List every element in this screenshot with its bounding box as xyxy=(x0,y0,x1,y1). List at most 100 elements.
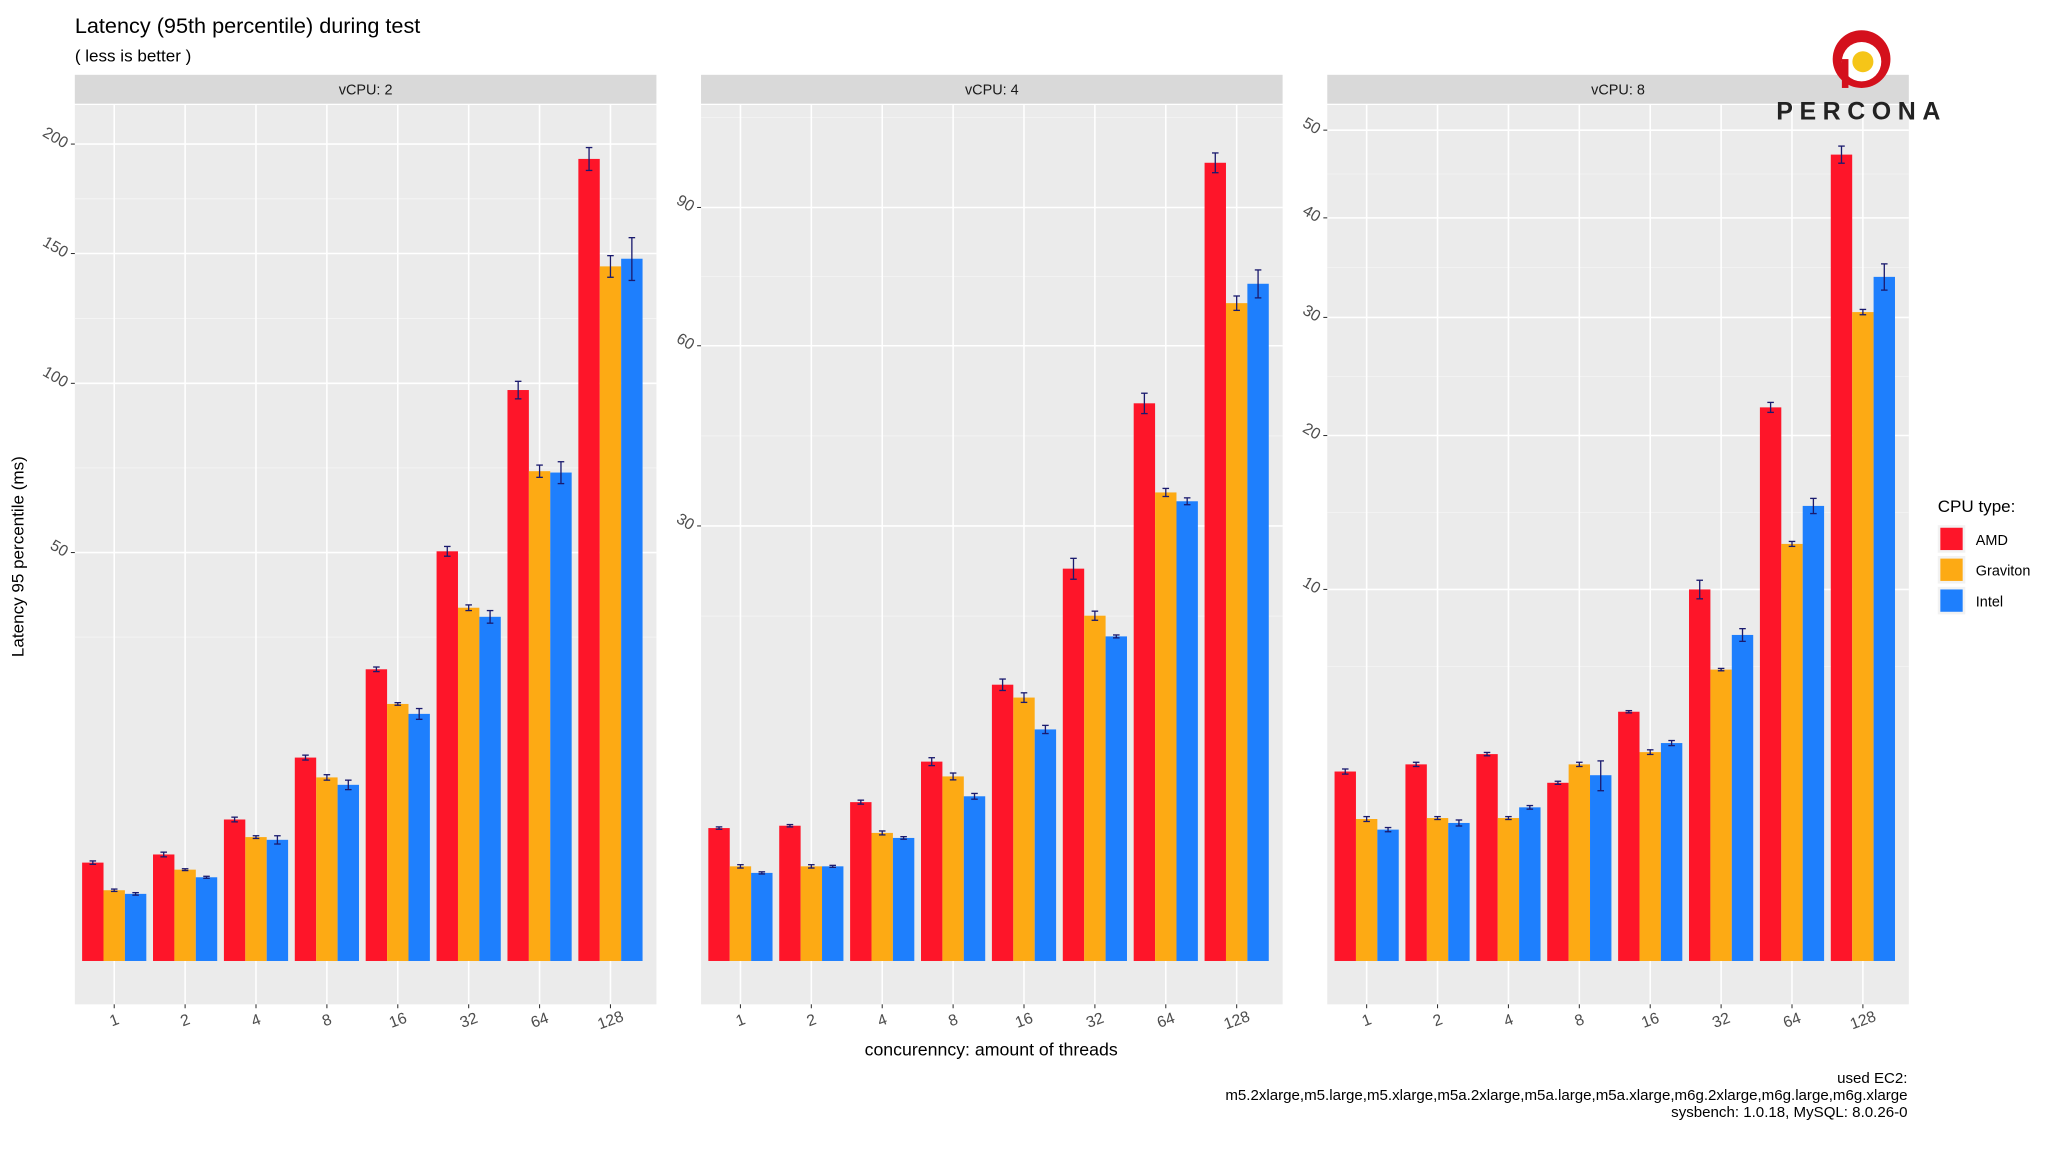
error-bar-graviton-2 xyxy=(808,864,815,869)
x-tick-label: 32 xyxy=(458,1010,480,1032)
x-tick-label: 1 xyxy=(107,1011,121,1030)
legend-label: Intel xyxy=(1976,595,2003,611)
error-bar-amd-4 xyxy=(231,816,238,823)
error-bar-graviton-16 xyxy=(394,701,402,706)
bar-graviton-4 xyxy=(871,832,893,961)
legend-item-graviton: Graviton xyxy=(1937,555,2030,584)
x-tick-label: 32 xyxy=(1084,1010,1106,1032)
y-tick-label: 200 xyxy=(40,124,71,152)
x-axis-label: concurenncy: amount of threads xyxy=(865,1040,1118,1060)
y-tick-label: 150 xyxy=(40,234,71,262)
y-tick-label: 10 xyxy=(1300,574,1324,598)
error-bar-intel-64 xyxy=(1183,497,1191,506)
bar-amd-16 xyxy=(1618,711,1640,961)
error-bar-intel-16 xyxy=(415,707,423,720)
x-tick-label: 4 xyxy=(1502,1011,1516,1030)
logo-inner-dot xyxy=(1852,51,1874,73)
error-bar-graviton-4 xyxy=(878,830,886,836)
x-tick-label: 1 xyxy=(1360,1011,1374,1030)
x-tick-label: 64 xyxy=(1155,1010,1178,1032)
error-bar-graviton-64 xyxy=(1162,487,1170,498)
x-tick-label: 64 xyxy=(529,1010,552,1032)
error-bar-amd-1 xyxy=(1341,768,1349,775)
error-bar-intel-128 xyxy=(1881,263,1888,291)
y-tick-label: 100 xyxy=(40,363,71,391)
y-tick-label: 60 xyxy=(673,330,697,354)
error-bar-amd-1 xyxy=(89,860,97,865)
error-bar-intel-32 xyxy=(486,609,494,624)
legend-swatch xyxy=(1940,558,1963,581)
error-bar-amd-8 xyxy=(928,757,935,767)
legend-swatch xyxy=(1940,527,1963,551)
y-tick-label: 50 xyxy=(47,537,71,561)
panel-vcpu-2: vCPU: 2 50 100 150 200 1 2 4 8 16 32 64 128 xyxy=(40,74,657,1033)
legend-item-amd: AMD xyxy=(1937,525,2008,553)
x-tick-label: 8 xyxy=(946,1011,960,1030)
bar-graviton-2 xyxy=(1426,818,1449,961)
x-tick-label: 16 xyxy=(1639,1010,1662,1032)
bar-intel-1 xyxy=(124,893,147,961)
error-bar-amd-16 xyxy=(373,666,380,673)
x-tick-label: 64 xyxy=(1781,1010,1804,1032)
footnote-line-1: used EC2: xyxy=(1837,1070,1907,1087)
error-bar-graviton-8 xyxy=(323,774,331,781)
y-tick-label: 30 xyxy=(673,510,697,534)
footnote-line-3: sysbench: 1.0.18, MySQL: 8.0.26-0 xyxy=(1671,1104,1907,1121)
y-axis-label: Latency 95 percentile (ms) xyxy=(9,456,28,657)
y-tick-label: 90 xyxy=(673,192,697,216)
error-bar-amd-32 xyxy=(1070,557,1077,580)
error-bar-amd-2 xyxy=(786,823,794,828)
x-tick-label: 128 xyxy=(1222,1008,1253,1033)
error-bar-intel-8 xyxy=(1597,760,1605,792)
y-tick-label: 30 xyxy=(1300,302,1324,326)
error-bar-amd-64 xyxy=(1141,392,1148,415)
bar-amd-32 xyxy=(1689,589,1711,961)
x-tick-label: 4 xyxy=(249,1011,263,1030)
bar-intel-2 xyxy=(1448,822,1470,961)
bar-graviton-8 xyxy=(942,776,964,961)
error-bar-intel-8 xyxy=(971,792,978,800)
facet-strip-label: vCPU: 4 xyxy=(965,83,1019,99)
error-bar-graviton-2 xyxy=(181,868,189,872)
error-bar-intel-2 xyxy=(1455,819,1463,827)
bar-amd-64 xyxy=(1133,403,1156,961)
bar-intel-4 xyxy=(1519,807,1541,961)
error-bar-intel-2 xyxy=(829,864,837,868)
bar-intel-128 xyxy=(1873,276,1895,961)
bar-amd-8 xyxy=(294,757,317,961)
panel-vcpu-8: vCPU: 8 10 20 30 40 50 1 2 4 8 16 32 64 128 xyxy=(1300,74,1909,1033)
error-bar-intel-2 xyxy=(203,875,210,879)
bar-graviton-1 xyxy=(103,890,125,961)
error-bar-intel-64 xyxy=(1810,497,1817,515)
error-bar-amd-2 xyxy=(160,851,167,858)
error-bar-intel-16 xyxy=(1668,739,1675,747)
error-bar-graviton-16 xyxy=(1020,692,1028,704)
logo-text: PERCONA xyxy=(1776,97,1947,125)
bar-amd-128 xyxy=(1830,154,1853,961)
error-bar-graviton-64 xyxy=(536,464,543,479)
bar-amd-128 xyxy=(578,158,600,961)
bar-intel-16 xyxy=(408,713,430,961)
bar-graviton-64 xyxy=(1781,543,1803,961)
bar-amd-2 xyxy=(1405,764,1427,961)
bar-graviton-32 xyxy=(1710,669,1732,961)
error-bar-amd-32 xyxy=(1696,579,1703,600)
error-bar-graviton-2 xyxy=(1434,815,1441,821)
bar-graviton-128 xyxy=(1852,312,1874,961)
x-tick-label: 128 xyxy=(1848,1008,1879,1033)
bar-intel-2 xyxy=(822,866,844,961)
bar-amd-16 xyxy=(991,684,1014,961)
bar-amd-1 xyxy=(82,862,104,961)
error-bar-amd-64 xyxy=(514,380,522,400)
error-bar-intel-4 xyxy=(1526,804,1534,810)
error-bar-intel-1 xyxy=(132,891,139,896)
error-bar-amd-1 xyxy=(715,826,723,830)
x-tick-label: 8 xyxy=(1573,1011,1587,1030)
bar-amd-8 xyxy=(921,761,943,961)
error-bar-intel-128 xyxy=(1254,269,1262,299)
bar-graviton-32 xyxy=(457,607,480,961)
legend-label: AMD xyxy=(1976,533,2008,549)
bar-intel-32 xyxy=(479,616,501,961)
error-bar-graviton-4 xyxy=(1505,815,1512,821)
